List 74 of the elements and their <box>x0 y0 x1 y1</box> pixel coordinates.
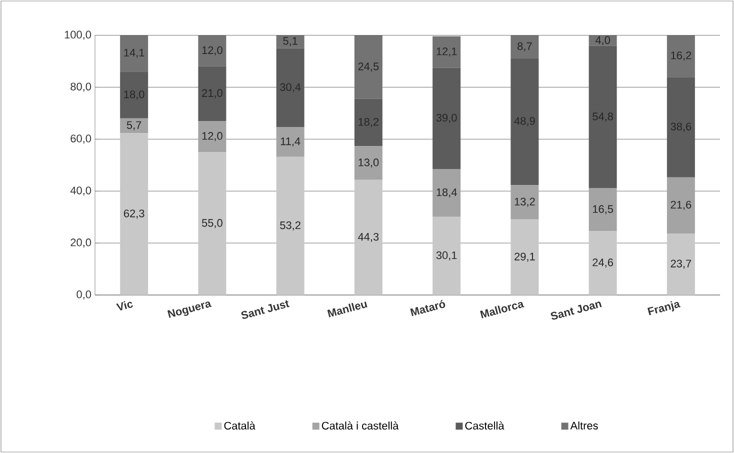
x-tick-label: Manlleu <box>327 302 368 318</box>
data-label: 8,7 <box>518 42 532 52</box>
bar <box>510 36 539 58</box>
bar <box>198 120 226 152</box>
y-tick-label: 80,0 <box>70 82 92 92</box>
x-tick-label: Sant Joan <box>550 302 602 320</box>
bar <box>588 188 617 232</box>
data-label: 13,2 <box>514 198 535 207</box>
data-label: 12,0 <box>202 132 222 142</box>
data-label: 23,7 <box>670 260 692 269</box>
bar <box>120 118 148 134</box>
data-label: 12,0 <box>202 46 222 56</box>
data-label: 62,3 <box>124 210 144 219</box>
data-label: 44,3 <box>358 232 379 242</box>
data-label: 16,5 <box>592 205 614 214</box>
data-label: 29,1 <box>514 252 535 262</box>
bar <box>588 231 617 295</box>
bar <box>432 68 461 170</box>
data-label: 53,2 <box>280 221 300 230</box>
bar <box>666 233 695 295</box>
bar <box>432 169 461 217</box>
data-label: 24,5 <box>358 62 379 72</box>
legend-label: Català <box>224 421 256 430</box>
bar <box>354 98 382 146</box>
x-tick-label: Mallorca <box>480 302 524 318</box>
data-label: 21,6 <box>670 200 692 210</box>
data-label: 5,1 <box>283 37 298 46</box>
bar <box>120 34 148 72</box>
y-tick-label: 100,0 <box>64 30 92 40</box>
bar <box>354 35 382 99</box>
bar <box>588 46 617 188</box>
bar <box>510 185 539 220</box>
y-tick-label: 0,0 <box>76 290 92 300</box>
bar <box>276 127 304 157</box>
data-label: 55,0 <box>202 219 222 228</box>
data-label: 14,1 <box>124 48 144 58</box>
y-tick-label: 20,0 <box>70 238 92 248</box>
data-label: 12,1 <box>436 47 457 57</box>
y-tick-label: 40,0 <box>70 186 92 196</box>
data-label: 30,1 <box>436 251 457 260</box>
legend-label: Castellà <box>465 421 504 430</box>
bar <box>198 152 226 295</box>
bar <box>198 66 226 121</box>
bar <box>120 72 148 118</box>
bar <box>510 58 539 186</box>
bar <box>354 146 382 180</box>
legend-label: Català i castellà <box>322 421 399 430</box>
bar <box>432 216 461 295</box>
bar <box>354 180 382 295</box>
bar <box>276 48 304 128</box>
bar <box>276 34 304 48</box>
x-tick-label: Franja <box>647 301 681 316</box>
x-tick-label: Mataró <box>410 300 446 316</box>
x-tick-label: Sant Just <box>241 300 290 319</box>
bar <box>588 36 617 46</box>
bar <box>666 34 695 78</box>
data-label: 4,0 <box>595 36 610 46</box>
bar <box>120 133 148 295</box>
bar <box>666 177 695 234</box>
data-label: 16,2 <box>671 52 692 61</box>
y-tick-label: 60,0 <box>70 134 92 144</box>
bar <box>432 36 461 68</box>
data-label: 13,0 <box>358 158 379 168</box>
data-label: 18,4 <box>436 188 457 198</box>
legend-label: Altres <box>570 421 598 430</box>
data-label: 24,6 <box>592 258 613 268</box>
x-tick-label: Noguera <box>167 302 212 318</box>
bar <box>276 156 304 295</box>
bar <box>198 35 226 66</box>
data-label: 11,4 <box>280 138 300 146</box>
data-label: 5,7 <box>126 121 142 130</box>
bar <box>510 219 539 295</box>
bar <box>666 77 695 178</box>
x-tick-label: Vic <box>116 301 133 310</box>
